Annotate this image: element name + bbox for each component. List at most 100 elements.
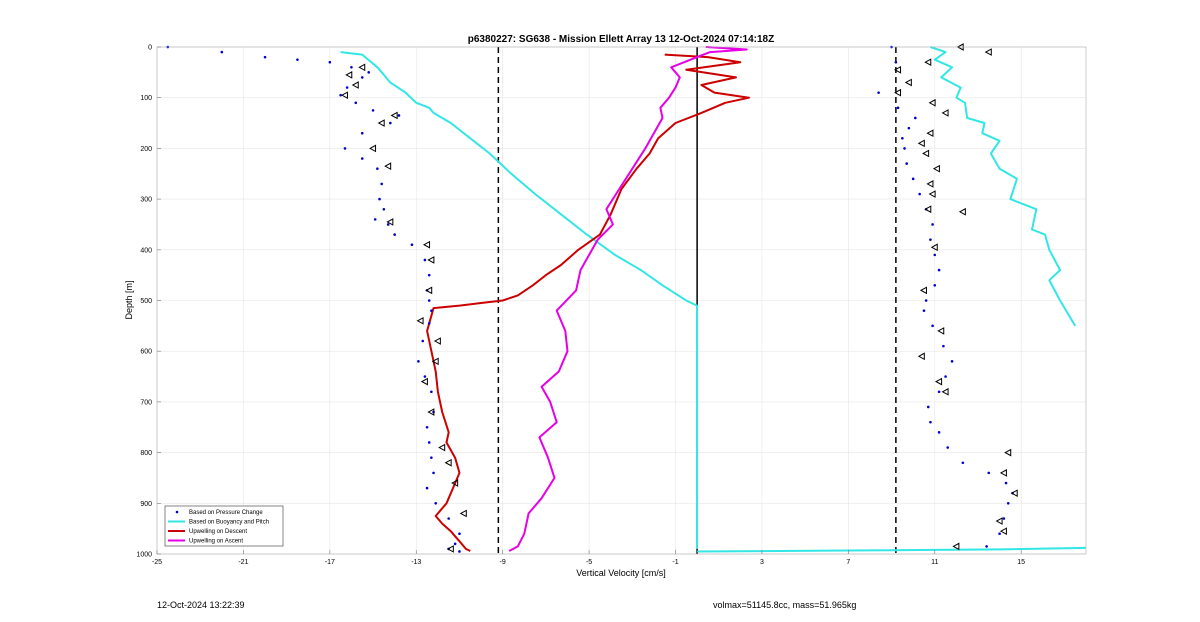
pressure-descent-point xyxy=(380,182,383,186)
x-tick-label: 3 xyxy=(760,559,764,566)
pressure-descent-point xyxy=(389,121,392,125)
y-tick-label: 900 xyxy=(140,501,152,508)
pressure-descent-point xyxy=(423,258,427,262)
descent-triangle-marker xyxy=(384,162,392,170)
y-tick-label: 200 xyxy=(140,146,152,153)
pressure-descent-point xyxy=(427,441,431,444)
pressure-descent-point xyxy=(430,456,433,459)
pressure-ascent-point xyxy=(931,324,934,328)
y-tick-label: 100 xyxy=(140,95,152,102)
y-axis-label: Depth [m] xyxy=(124,280,134,319)
descent-triangle-marker xyxy=(451,479,459,487)
y-axis: 0 100 200 300 400 500 600 700 800 900 1000 xyxy=(136,45,161,559)
buoyancy-bottom-line xyxy=(697,546,1087,553)
pressure-descent-point xyxy=(447,517,450,520)
buoyancy-ascent-line xyxy=(930,46,1077,327)
y-tick-label: 600 xyxy=(140,349,152,356)
pressure-ascent-point xyxy=(896,106,900,110)
x-tick-label: -5 xyxy=(586,559,592,566)
x-axis-label: Vertical Velocity [cm/s] xyxy=(576,568,666,578)
descent-triangle-marker xyxy=(416,316,424,325)
ascent-triangle-marker xyxy=(932,164,940,173)
pressure-ascent-point xyxy=(1004,481,1008,485)
legend-entry-label: Based on Pressure Change xyxy=(189,510,263,516)
pressure-descent-point xyxy=(373,218,377,221)
pressure-descent-point xyxy=(397,114,401,117)
plot-area xyxy=(166,43,1087,553)
pressure-ascent-point xyxy=(877,91,880,94)
pressure-descent-point xyxy=(343,147,347,150)
pressure-ascent-point xyxy=(937,390,941,394)
pressure-ascent-point xyxy=(961,461,965,465)
pressure-descent-point xyxy=(427,322,431,325)
pressure-ascent-point xyxy=(929,238,932,241)
pressure-descent-point xyxy=(263,55,267,59)
pressure-ascent-point xyxy=(942,344,945,348)
legend-entry-label: Based on Buoyancy and Pitch xyxy=(189,520,269,526)
x-tick-label: 15 xyxy=(1017,559,1025,566)
ascent-triangle-marker xyxy=(926,129,934,138)
pressure-ascent-point xyxy=(933,283,937,287)
x-tick-label: -25 xyxy=(152,559,162,566)
pressure-ascent-point xyxy=(987,471,991,475)
ascent-triangle-marker xyxy=(937,327,945,335)
pressure-descent-point xyxy=(376,167,379,170)
pressure-descent-point xyxy=(296,58,299,61)
x-tick-label: -1 xyxy=(672,559,678,566)
pressure-descent-point xyxy=(430,309,433,312)
pressure-descent-point xyxy=(360,157,364,160)
pressure-ascent-point xyxy=(937,268,941,272)
ascent-triangle-marker xyxy=(999,469,1007,477)
descent-triangle-marker xyxy=(459,509,467,518)
descent-triangle-marker xyxy=(420,377,428,386)
buoyancy-descent-line xyxy=(340,51,699,549)
pressure-descent-point xyxy=(339,93,342,97)
descent-triangle-marker xyxy=(340,91,348,100)
descent-triangle-marker xyxy=(427,408,435,416)
ascent-triangle-marker xyxy=(1004,448,1012,457)
legend: Based on Pressure Change Based on Buoyanc… xyxy=(164,505,284,547)
pressure-descent-point xyxy=(427,273,431,277)
pressure-ascent-point xyxy=(911,177,915,181)
descent-triangle-marker xyxy=(444,458,452,467)
footer-timestamp: 12-Oct-2024 13:22:39 xyxy=(157,600,245,610)
pressure-ascent-point xyxy=(922,309,926,312)
descent-triangle-marker xyxy=(369,144,377,153)
pressure-descent-point xyxy=(328,60,332,64)
descent-triangle-marker xyxy=(446,545,454,553)
legend-box xyxy=(164,505,284,547)
pressure-descent-point xyxy=(220,50,224,54)
pressure-descent-point xyxy=(371,109,375,112)
pressure-ascent-point xyxy=(918,192,921,196)
pressure-ascent-point xyxy=(905,162,908,165)
pressure-ascent-point xyxy=(998,532,1001,536)
ascent-triangle-marker xyxy=(999,527,1007,536)
ascent-triangle-marker xyxy=(941,387,949,396)
pressure-descent-point xyxy=(434,502,438,505)
pressure-descent-point xyxy=(367,71,371,74)
ascent-triangle-marker xyxy=(917,139,925,148)
descent-triangle-marker xyxy=(427,256,435,264)
ascent-triangle-marker xyxy=(919,286,927,295)
ascent-triangle-marker xyxy=(924,205,932,214)
x-tick-label: -21 xyxy=(238,559,248,566)
upwelling-descent-line xyxy=(426,53,750,552)
ascent-triangle-marker xyxy=(1010,489,1018,498)
x-axis: -25 -21 -17 -13 -9 -5 -1 3 7 11 15 xyxy=(152,550,1025,566)
grid xyxy=(156,46,1086,555)
y-tick-label: 1000 xyxy=(136,552,152,559)
pressure-descent-point xyxy=(360,76,364,79)
pressure-descent-point xyxy=(354,101,358,105)
ascent-triangle-marker xyxy=(958,207,966,216)
descent-triangle-marker xyxy=(438,443,446,452)
pressure-descent-point xyxy=(382,207,386,211)
pressure-descent-point xyxy=(350,65,353,69)
y-tick-label: 800 xyxy=(140,450,152,457)
pressure-ascent-point xyxy=(901,136,904,140)
pressure-ascent-point xyxy=(933,253,937,257)
y-tick-label: 400 xyxy=(140,247,152,254)
legend-entry-label: Upwelling on Ascent xyxy=(189,539,243,545)
pressure-ascent-point xyxy=(903,147,906,150)
descent-triangle-marker xyxy=(377,119,385,127)
